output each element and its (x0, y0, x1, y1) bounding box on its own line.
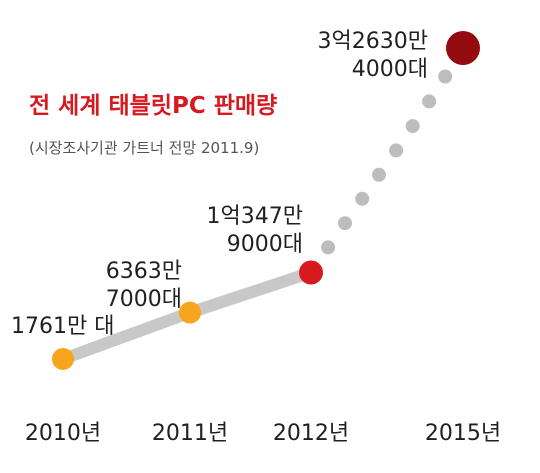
x-tick-label-2: 2011년 (152, 421, 228, 446)
data-labels-layer: 1761만 대 6363만 7000대 1억347만 9000대 3억2630만 4000대 (11, 29, 428, 339)
data-label-1-line-1: 1761만 대 (11, 314, 114, 339)
data-label-3-line-2: 9000대 (227, 232, 303, 257)
data-label-4-line-1: 3억2630만 (318, 29, 428, 54)
projection-dot (372, 167, 386, 182)
chart-title: 전 세계 태블릿PC 판매량 (29, 93, 277, 119)
data-label-4-line-2: 4000대 (352, 57, 428, 82)
x-tick-label-4: 2015년 (425, 421, 501, 446)
x-tick-label-3: 2012년 (273, 421, 349, 446)
series-line-segment (57, 306, 196, 365)
projection-dot (405, 119, 420, 134)
data-label-2-line-1: 6363만 (106, 259, 182, 284)
projection-dot (338, 216, 352, 231)
projection-dot (438, 69, 453, 84)
series-layer (57, 69, 453, 365)
data-point-3 (299, 260, 323, 285)
projection-dot (389, 143, 404, 158)
x-axis-ticks: 2010년 2011년 2012년 2015년 (25, 421, 501, 446)
series-line-segment (184, 266, 317, 319)
data-point-4 (446, 31, 480, 65)
projection-dot (422, 94, 437, 109)
data-point-2 (179, 301, 201, 324)
x-tick-label-1: 2010년 (25, 421, 101, 446)
projection-dot (321, 240, 336, 255)
chart-subtitle: (시장조사기관 가트너 전망 2011.9) (29, 139, 259, 157)
data-point-1 (52, 348, 74, 370)
projection-dot (355, 191, 370, 206)
points-layer (52, 31, 480, 370)
data-label-2-line-2: 7000대 (106, 287, 182, 312)
data-label-3-line-1: 1억347만 (207, 204, 303, 229)
